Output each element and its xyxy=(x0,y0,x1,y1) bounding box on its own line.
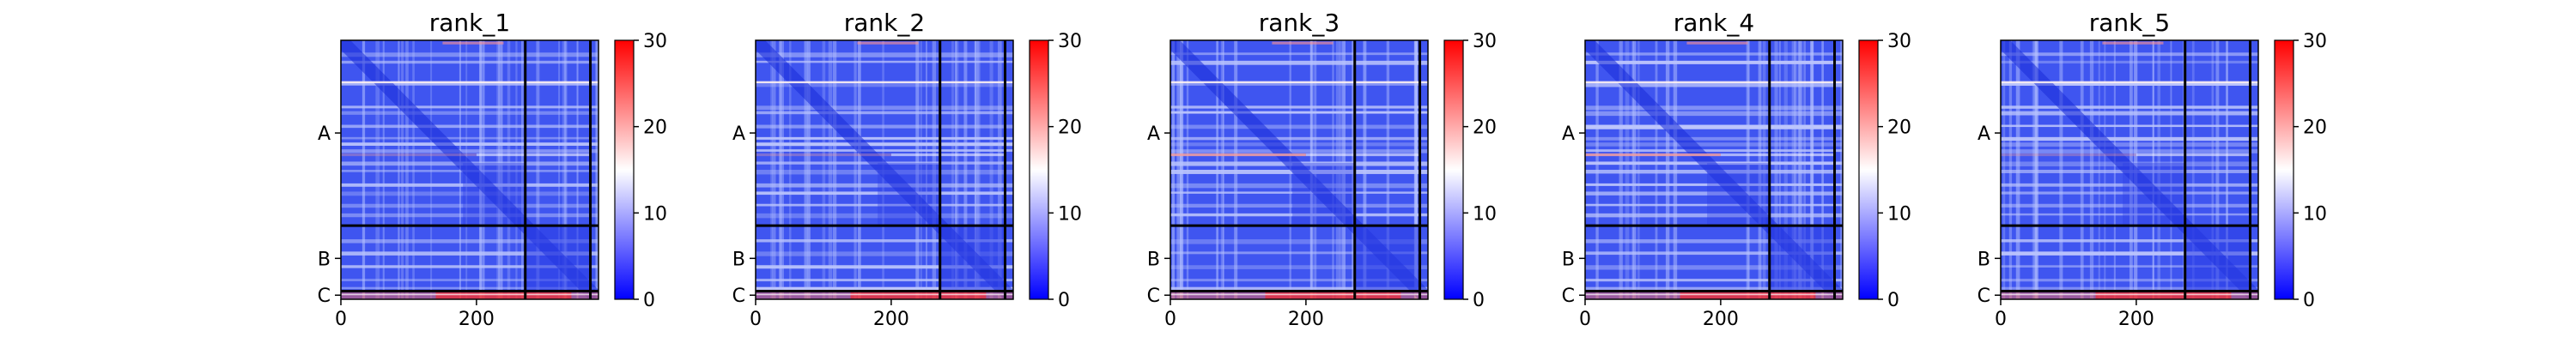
colorbar-tick-label: 20 xyxy=(1887,117,1911,139)
colorbar xyxy=(1858,39,1879,300)
y-tick-label: B xyxy=(1147,249,1160,270)
y-tick-label: C xyxy=(1147,286,1160,307)
y-tick-label: B xyxy=(318,249,331,270)
panel-title: rank_5 xyxy=(2089,9,2170,37)
x-tick-label: 0 xyxy=(1579,309,1591,330)
panel-title: rank_2 xyxy=(844,9,925,37)
colorbar-tick-label: 10 xyxy=(1058,203,1082,225)
colorbar-tick-label: 0 xyxy=(1473,290,1485,311)
colorbar-tick-label: 0 xyxy=(643,290,655,311)
colorbar xyxy=(1443,39,1464,300)
panel-title: rank_1 xyxy=(429,9,510,37)
x-tick-label: 200 xyxy=(2118,309,2154,330)
colorbar-tick-label: 0 xyxy=(1058,290,1070,311)
x-tick-label: 0 xyxy=(1164,309,1176,330)
x-tick-label: 200 xyxy=(1288,309,1324,330)
colorbar-tick-label: 10 xyxy=(1887,203,1911,225)
y-tick-label: C xyxy=(732,286,745,307)
colorbar-tick-label: 30 xyxy=(1058,31,1082,52)
colorbar-tick-label: 20 xyxy=(643,117,667,139)
colorbar xyxy=(614,39,635,300)
panel-title: rank_4 xyxy=(1674,9,1754,37)
plot-frame xyxy=(1584,39,1844,300)
heatmap-image xyxy=(1170,40,1428,299)
y-tick-label: A xyxy=(732,123,745,145)
colorbar-tick-label: 0 xyxy=(2303,290,2315,311)
heatmap-image xyxy=(341,40,598,299)
panel-title: rank_3 xyxy=(1259,9,1340,37)
x-tick-label: 200 xyxy=(459,309,495,330)
colorbar-tick-label: 10 xyxy=(1473,203,1497,225)
plot-frame xyxy=(1170,39,1429,300)
y-tick-label: C xyxy=(1978,286,1990,307)
plot-frame xyxy=(340,39,599,300)
y-tick-label: A xyxy=(1147,123,1160,145)
colorbar-tick-label: 0 xyxy=(1887,290,1899,311)
x-tick-label: 200 xyxy=(873,309,909,330)
y-tick-label: C xyxy=(1562,286,1575,307)
y-tick-label: B xyxy=(1562,249,1575,270)
plot-frame xyxy=(2000,39,2259,300)
colorbar-tick-label: 30 xyxy=(1887,31,1911,52)
colorbar-tick-label: 20 xyxy=(1058,117,1082,139)
heatmap-image xyxy=(1585,40,1843,299)
plot-frame xyxy=(755,39,1014,300)
colorbar-tick-label: 30 xyxy=(1473,31,1497,52)
y-tick-label: A xyxy=(1562,123,1575,145)
colorbar-tick-label: 30 xyxy=(2303,31,2327,52)
y-tick-label: C xyxy=(318,286,331,307)
colorbar-tick-label: 20 xyxy=(1473,117,1497,139)
x-tick-label: 0 xyxy=(750,309,762,330)
x-tick-label: 0 xyxy=(1995,309,2007,330)
y-tick-label: B xyxy=(1978,249,1990,270)
y-tick-label: A xyxy=(318,123,331,145)
heatmap-image xyxy=(756,40,1013,299)
x-tick-label: 0 xyxy=(335,309,347,330)
colorbar-tick-label: 10 xyxy=(2303,203,2327,225)
y-tick-label: A xyxy=(1978,123,1990,145)
colorbar-tick-label: 10 xyxy=(643,203,667,225)
colorbar xyxy=(2274,39,2294,300)
colorbar-tick-label: 30 xyxy=(643,31,667,52)
x-tick-label: 200 xyxy=(1703,309,1739,330)
heatmap-image xyxy=(2001,40,2258,299)
colorbar xyxy=(1029,39,1049,300)
colorbar-tick-label: 20 xyxy=(2303,117,2327,139)
y-tick-label: B xyxy=(732,249,745,270)
